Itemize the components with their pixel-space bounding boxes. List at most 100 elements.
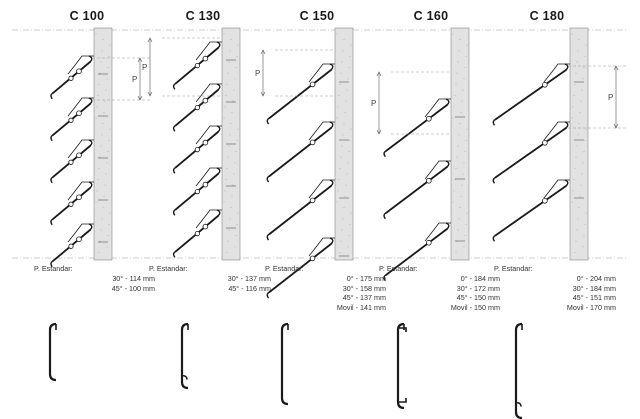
pivot-pin — [68, 201, 74, 207]
wall-texture-dot — [456, 156, 458, 158]
blade-hook — [445, 160, 450, 168]
wall-texture-dot — [339, 251, 341, 253]
standard-label-c160: P. Estandar: — [379, 264, 418, 273]
wall-texture-dot — [232, 100, 234, 102]
wall-texture-dot — [227, 156, 229, 158]
wall-texture-dot — [236, 55, 238, 57]
profile-outline — [280, 322, 289, 406]
wall-texture-dot — [234, 246, 236, 248]
wall-texture-dot — [575, 240, 577, 242]
wall-texture-dot — [583, 151, 585, 153]
wall-texture-dot — [460, 111, 462, 113]
blade-line — [268, 185, 332, 235]
wall-texture-dot — [349, 223, 351, 225]
blade-hook — [564, 179, 569, 187]
blade-hook — [172, 82, 177, 90]
wall-texture-dot — [336, 33, 338, 35]
wall-texture-dot — [457, 229, 459, 231]
wall-texture-dot — [343, 123, 345, 125]
wall-texture-dot — [464, 151, 466, 153]
dimension-arrow — [613, 123, 619, 129]
wall-texture-dot — [574, 251, 576, 253]
wall-texture-dot — [224, 190, 226, 192]
wall-texture-dot — [102, 207, 104, 209]
wall-texture-dot — [461, 100, 463, 102]
wall-texture-dot — [454, 179, 456, 181]
profile-panel-c150: P — [255, 27, 354, 406]
wall-texture-dot — [584, 55, 586, 57]
louver-slat — [172, 83, 236, 132]
wall-texture-dot — [97, 95, 99, 97]
title-c180: C 180 — [529, 9, 565, 23]
profile-hook — [515, 401, 522, 407]
wall-texture-dot — [230, 123, 232, 125]
profile-panel-c130: P — [142, 27, 241, 390]
wall-texture-dot — [237, 128, 239, 130]
wall-texture-dot — [336, 117, 338, 119]
blade-hook — [88, 55, 93, 63]
wall-texture-dot — [578, 123, 580, 125]
pivot-pin — [425, 239, 432, 246]
wall-texture-dot — [98, 83, 100, 85]
wall-texture-dot — [458, 50, 460, 52]
wall-texture-dot — [465, 55, 467, 57]
dimension-label: P — [142, 63, 147, 72]
wall-texture-dot — [466, 212, 468, 214]
blade-hook — [88, 139, 93, 147]
wall-texture-dot — [579, 195, 581, 197]
wall-texture-dot — [455, 251, 457, 253]
title-c160: C 160 — [413, 9, 449, 23]
wall-texture-dot — [104, 184, 106, 186]
wall-texture-dot — [462, 173, 464, 175]
dimension-arrow — [613, 65, 619, 71]
blade-hook — [216, 167, 221, 175]
wall-texture-dot — [581, 173, 583, 175]
louver-slat — [172, 41, 236, 90]
wall-texture-dot — [585, 128, 587, 130]
pivot-pin — [76, 152, 82, 159]
wall-texture-dot — [459, 123, 461, 125]
wall-texture-dot — [225, 95, 227, 97]
bracket-arm — [308, 237, 335, 257]
wall-texture-dot — [583, 235, 585, 237]
wall-texture-dot — [109, 128, 111, 130]
spec-line: 30° - 158 mm — [342, 283, 386, 293]
blade-hook — [50, 92, 54, 100]
wall-texture-dot — [585, 44, 587, 46]
pivot-pin — [202, 55, 209, 62]
profile-cross-section — [180, 322, 189, 390]
wall-texture-dot — [340, 72, 342, 74]
wall-texture-dot — [96, 190, 98, 192]
wall-texture-dot — [575, 156, 577, 158]
wall-texture-dot — [585, 212, 587, 214]
blade-hook — [266, 175, 270, 183]
blade-line — [494, 127, 567, 179]
spec-line: 30° - 137 mm — [227, 274, 271, 283]
spec-line: Movil - 150 mm — [450, 302, 500, 312]
spec-line: 0° - 184 mm — [460, 274, 500, 283]
wall-texture-dot — [584, 139, 586, 141]
wall-texture-dot — [583, 67, 585, 69]
dimension-arrow — [260, 91, 266, 97]
wall-texture-dot — [99, 72, 101, 74]
blade-hook — [492, 176, 496, 184]
bracket-arm — [195, 167, 222, 187]
blade-hook — [50, 218, 54, 226]
wall-texture-dot — [233, 173, 235, 175]
louver-slat — [266, 237, 349, 299]
pivot-pin — [542, 81, 548, 88]
pivot-pin — [76, 110, 82, 117]
blade-hook — [172, 124, 177, 132]
wall-texture-dot — [231, 195, 233, 197]
blade-line — [385, 228, 448, 276]
wall-texture-dot — [103, 195, 105, 197]
wall-texture-dot — [226, 251, 228, 253]
bracket-arm — [424, 222, 451, 242]
wall-texture-dot — [580, 100, 582, 102]
wall-texture-dot — [350, 44, 352, 46]
spec-line: 0° - 204 mm — [576, 274, 616, 283]
wall-texture-dot — [463, 246, 465, 248]
wall-texture-dot — [100, 229, 102, 231]
blade-line — [268, 127, 332, 177]
